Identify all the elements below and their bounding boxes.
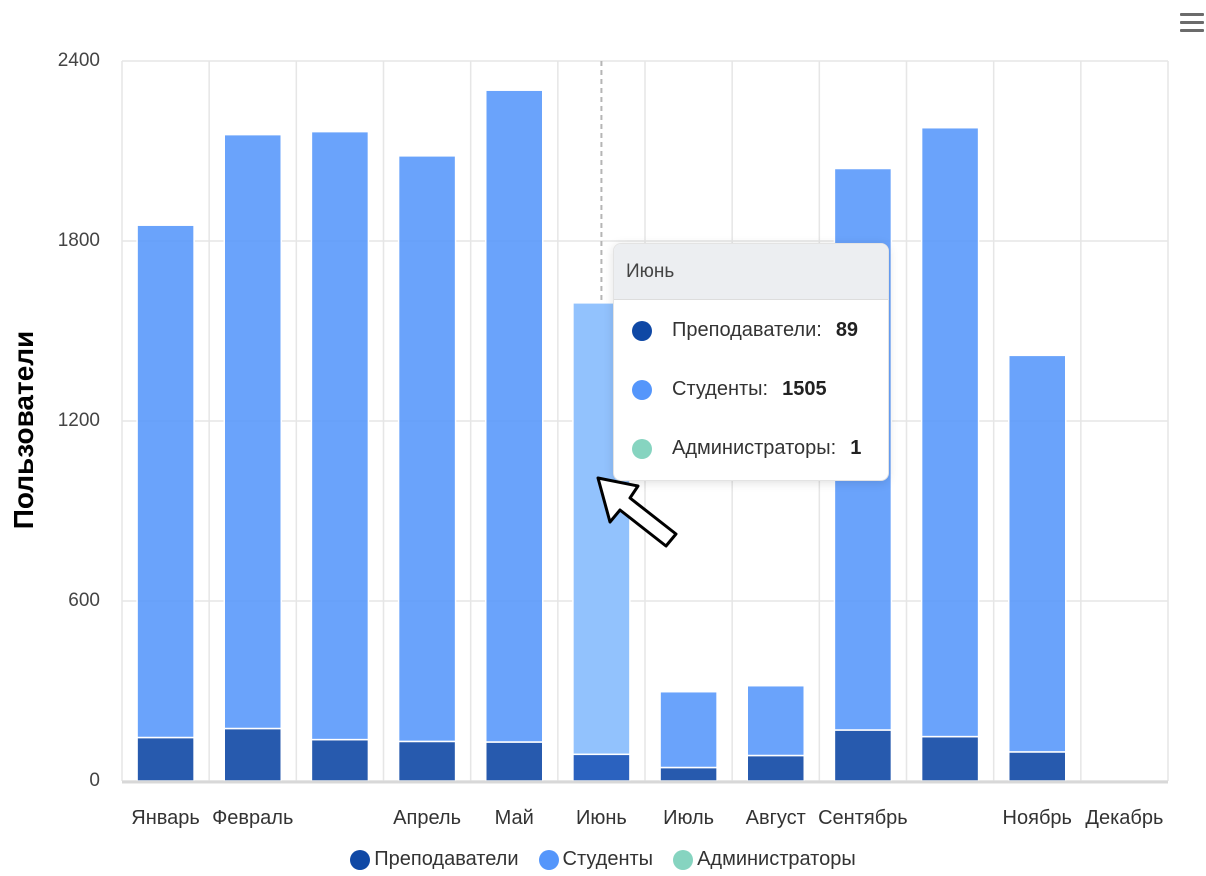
y-tick-label: 0: [89, 770, 100, 791]
x-tick-label: Январь: [131, 807, 200, 829]
tooltip-value: 89: [835, 319, 859, 341]
hamburger-menu-icon[interactable]: [1176, 10, 1206, 34]
y-tick-label: 1800: [57, 230, 100, 251]
bar-segment-teachers: [572, 753, 631, 782]
chart-tooltip: Июнь Преподаватели: 89 Студенты: 1505 Ад…: [613, 243, 889, 481]
bar-segment-students: [746, 684, 805, 757]
bar-segment-teachers: [659, 766, 718, 782]
bar-segment-teachers: [310, 738, 370, 782]
tooltip-label: Администраторы:: [672, 437, 837, 459]
x-tick-label: Май: [494, 807, 534, 829]
tooltip-row-teachers: Преподаватели: 89: [632, 319, 858, 342]
tooltip-marker: [632, 438, 652, 459]
tooltip-title: Июнь: [614, 244, 888, 300]
bar-segment-students: [397, 155, 457, 743]
x-tick-label: Декабрь: [1085, 807, 1164, 829]
tooltip-row-students: Студенты: 1505: [632, 378, 827, 401]
bar-segment-teachers: [223, 727, 282, 782]
x-tick-label: Ноябрь: [1002, 807, 1072, 829]
x-tick-label: Июль: [663, 807, 715, 829]
bar-segment-teachers: [136, 736, 195, 782]
tooltip-marker: [632, 379, 652, 400]
y-axis-title: Пользователи: [8, 330, 39, 530]
tooltip-row-admins: Администраторы: 1: [632, 437, 861, 460]
legend-label: Преподаватели: [374, 848, 519, 870]
bar-segment-students: [136, 224, 195, 739]
bar-segment-students: [659, 690, 718, 769]
legend-item-admins[interactable]: Администраторы: [673, 848, 856, 871]
tooltip-value: 1: [850, 437, 862, 459]
legend-marker: [350, 849, 371, 870]
x-tick-label: Сентябрь: [818, 807, 908, 829]
x-tick-label: Апрель: [393, 807, 461, 829]
x-tick-label: Август: [745, 807, 806, 829]
bar-segment-teachers: [1008, 751, 1067, 782]
bar-segment-teachers: [485, 741, 544, 782]
chart-legend: Преподаватели Студенты Администраторы: [0, 848, 1206, 871]
mouse-pointer-icon: [596, 476, 678, 548]
bar-segment-students: [920, 126, 980, 738]
bar-segment-teachers: [397, 740, 457, 782]
tooltip-marker: [632, 320, 652, 341]
tooltip-value: 1505: [782, 378, 827, 400]
bar-segment-teachers: [833, 729, 893, 782]
legend-marker: [538, 849, 559, 870]
legend-label: Администраторы: [697, 848, 856, 870]
y-tick-label: 600: [68, 590, 100, 611]
x-tick-label: Февраль: [212, 807, 294, 829]
x-tick-label: Июнь: [575, 807, 627, 829]
y-tick-label: 2400: [57, 50, 100, 71]
bar-segment-teachers: [920, 735, 980, 782]
bar-segment-teachers: [746, 754, 805, 782]
bar-segment-students: [485, 89, 544, 743]
tooltip-label: Преподаватели:: [672, 319, 822, 341]
legend-item-teachers[interactable]: Преподаватели: [350, 848, 519, 871]
legend-marker: [673, 849, 694, 870]
tooltip-label: Студенты:: [672, 378, 769, 400]
y-tick-label: 1200: [57, 410, 100, 431]
bar-segment-students: [223, 133, 282, 730]
legend-item-students[interactable]: Студенты: [538, 848, 654, 871]
bar-segment-students: [310, 130, 370, 741]
legend-label: Студенты: [562, 848, 654, 870]
bar-segment-students: [1008, 354, 1067, 753]
